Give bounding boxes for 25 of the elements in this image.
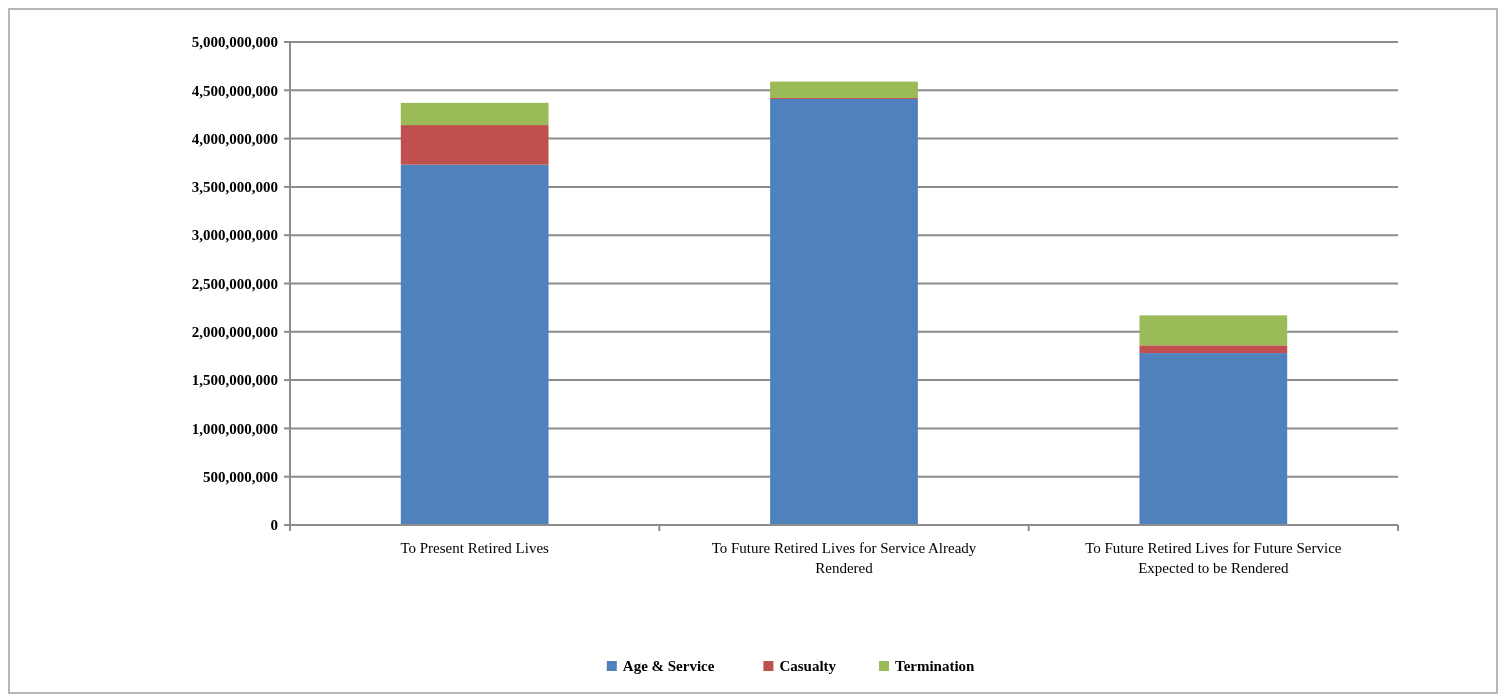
legend-label: Casualty (779, 658, 837, 675)
y-tick-label: 3,000,000,000 (191, 227, 278, 244)
y-tick-label: 2,000,000,000 (191, 324, 278, 341)
y-tick-label: 2,500,000,000 (191, 275, 278, 292)
y-tick-label: 4,000,000,000 (191, 130, 278, 147)
y-tick-label: 1,500,000,000 (191, 372, 278, 389)
x-tick-label: To Future Retired Lives for Service Already Rendered (711, 540, 977, 576)
y-tick-label: 0 (270, 517, 278, 534)
y-tick-label: 5,000,000,000 (191, 34, 278, 51)
legend-label: Termination (895, 658, 976, 675)
bar (1139, 353, 1288, 525)
bar (1139, 315, 1288, 346)
bar (770, 81, 918, 99)
y-tick-label: 500,000,000 (203, 468, 278, 485)
bar (770, 98, 918, 525)
x-tick-label: To Present Retired Lives (400, 540, 550, 556)
bar (400, 102, 549, 126)
bar (400, 125, 549, 165)
legend-label: Age & Service (622, 658, 715, 675)
bar (400, 164, 549, 525)
y-tick-label: 1,000,000,000 (191, 420, 278, 437)
y-tick-label: 3,500,000,000 (191, 179, 278, 196)
x-tick-label: To Future Retired Lives for Future Service Expected to be Rendered (1085, 540, 1342, 576)
y-tick-label: 4,500,000,000 (191, 82, 278, 99)
bar (1139, 345, 1288, 354)
